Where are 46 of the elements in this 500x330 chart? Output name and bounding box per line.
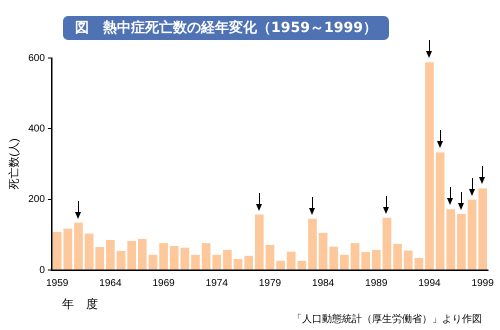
x-axis-title: 年 度 (62, 296, 98, 313)
bar (254, 214, 264, 270)
chart-title: 図 熱中症死亡数の経年変化（1959～1999） (63, 16, 389, 40)
bar (436, 152, 444, 270)
y-tick-label: 0 (39, 264, 46, 276)
bar (180, 248, 190, 270)
bar (329, 246, 338, 270)
bar (297, 260, 306, 270)
bar (63, 228, 72, 270)
bar (170, 246, 179, 270)
x-tick-label: 1974 (206, 278, 228, 289)
bar (138, 238, 147, 270)
x-tick-label: 1959 (46, 278, 69, 289)
bar (202, 243, 210, 270)
bar (286, 252, 296, 270)
bar (95, 247, 104, 270)
x-tick-label: 1964 (99, 278, 122, 289)
bar (244, 256, 254, 270)
bar (404, 250, 413, 270)
x-tick-label: 1979 (258, 278, 282, 289)
bar (318, 232, 328, 270)
x-tick-label: 1994 (418, 278, 442, 289)
y-tick-label: 600 (28, 52, 46, 64)
bar (361, 252, 370, 270)
y-tick-label: 400 (28, 123, 46, 134)
bar (446, 209, 456, 270)
text: 「人口動態統計（厚生労働省）」より作図 (292, 312, 482, 326)
bar (127, 241, 136, 270)
bar (74, 222, 83, 270)
bar (478, 188, 488, 270)
x-tick-label: 1989 (365, 278, 388, 289)
y-tick-label: 200 (28, 194, 46, 206)
x-tick-label: 1999 (472, 278, 494, 289)
y-axis-title: 死亡数(人) (8, 138, 21, 190)
x-tick-label: 1984 (312, 278, 335, 289)
bar (191, 254, 200, 270)
bar (414, 258, 424, 270)
bar (212, 254, 222, 270)
x-tick-label: 1969 (152, 278, 176, 289)
bar (84, 234, 94, 270)
bar (106, 240, 115, 270)
bar (372, 250, 381, 270)
bar (52, 232, 62, 270)
bar (425, 62, 434, 270)
bar (116, 250, 126, 270)
bar (308, 218, 317, 270)
